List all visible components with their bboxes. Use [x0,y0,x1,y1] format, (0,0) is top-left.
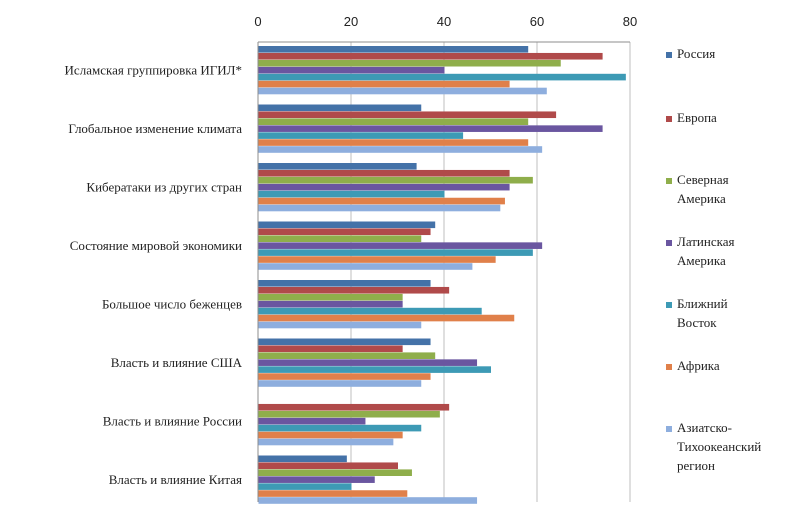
legend-entry: Азиатско-Тихоокеанский регион [677,420,761,473]
category-label: Исламская группировка ИГИЛ* [65,62,242,77]
bar [258,52,603,60]
legend-entry: Африка [677,358,720,373]
legend-swatch [666,178,672,184]
bar [258,139,529,146]
bar [258,228,431,236]
category-label: Власть и влияние России [103,413,242,428]
bar [258,314,515,322]
legend-swatch [666,52,672,58]
category-label: Большое число беженцев [102,296,242,311]
x-tick-label: 40 [437,14,451,29]
bar [258,321,422,329]
bar [258,462,398,470]
bar [258,146,543,153]
legend-entry: Ближний Восток [677,296,728,330]
bar [258,352,436,359]
x-tick-label: 80 [623,14,637,29]
bar [258,438,394,446]
bar [258,66,445,74]
category-label: Состояние мировой экономики [70,238,242,253]
bar [258,87,547,95]
bar [258,46,529,53]
legend-entry: Европа [677,110,717,125]
bar [258,403,450,411]
bar [258,483,352,490]
bar [258,73,626,81]
bar [258,169,510,177]
bar [258,417,366,425]
category-label: Глобальное изменение климата [68,121,242,136]
bar [258,204,501,212]
bar [258,476,375,483]
bar [258,280,431,287]
bar [258,242,543,249]
x-axis-ticks: 0 20 40 60 80 [254,14,637,29]
category-label: Кибератаки из других стран [86,179,242,194]
bar [258,125,603,132]
category-label: Власть и влияние США [111,355,243,370]
bar [258,380,422,387]
bar [258,163,417,170]
legend-swatch [666,240,672,246]
bar [258,497,478,504]
legend-swatch [666,302,672,308]
x-tick-label: 20 [344,14,358,29]
bar [258,176,533,184]
bar [258,235,422,242]
category-labels: Исламская группировка ИГИЛ* Глобальное из… [65,62,243,487]
category-label: Власть и влияние Китая [109,472,242,487]
bar [258,307,482,315]
bar [258,455,347,463]
bar [258,118,529,125]
legend-swatch [666,426,672,432]
bar [258,359,478,366]
bar [258,490,408,497]
bar [258,111,557,119]
bar [258,249,533,256]
legend-swatch [666,116,672,122]
bar [258,469,412,476]
bar [258,345,403,353]
bar [258,80,510,88]
bar [258,338,431,346]
bar [258,373,431,380]
bar [258,183,510,191]
bar [258,410,440,418]
bar [258,366,491,373]
bar [258,286,450,294]
bar [258,104,422,112]
bar [258,197,505,205]
legend-entry: Россия [677,46,715,61]
bar [258,132,464,139]
bar [258,256,496,263]
legend-entry: Латинская Америка [677,234,735,268]
bar [258,59,561,67]
legend: Россия Европа Северная Америка Латинская Амер… [666,46,761,473]
bar [258,190,445,198]
bar [258,221,436,229]
bars [258,46,626,504]
bar [258,300,403,308]
legend-entry: Северная Америка [677,172,729,206]
x-tick-label: 60 [530,14,544,29]
legend-swatch [666,364,672,370]
bar [258,424,422,432]
bar [258,293,403,301]
x-tick-label: 0 [254,14,261,29]
bar [258,431,403,439]
bar [258,263,473,270]
